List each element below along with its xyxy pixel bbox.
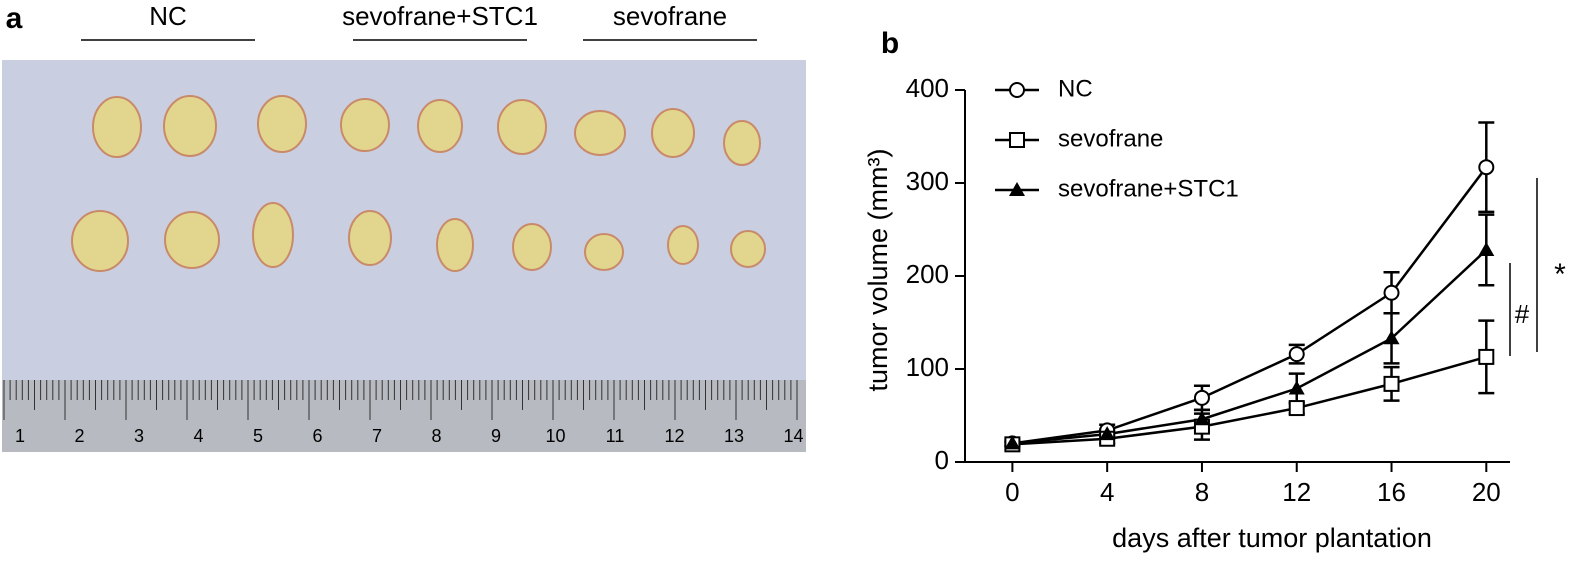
legend-marker xyxy=(1009,132,1025,148)
series-line xyxy=(1012,355,1487,446)
tumor xyxy=(497,99,547,155)
tumor xyxy=(252,202,294,268)
legend-label: sevofrane xyxy=(1058,125,1163,152)
tumor xyxy=(512,223,552,271)
ruler-label: 2 xyxy=(74,426,84,446)
series-line xyxy=(1012,166,1488,445)
marker xyxy=(1478,241,1495,256)
ruler-label: 3 xyxy=(134,426,144,446)
ruler-label: 12 xyxy=(664,426,684,446)
y-tick-label: 0 xyxy=(935,445,949,475)
marker xyxy=(1288,346,1305,363)
legend-label: sevofrane+STC1 xyxy=(1058,175,1239,202)
tumor xyxy=(574,110,626,156)
panel-label: a xyxy=(6,2,23,35)
ruler-label: 14 xyxy=(783,426,803,446)
annotation: * xyxy=(1554,258,1566,291)
x-tick-label: 4 xyxy=(1100,477,1114,507)
legend-marker xyxy=(1009,182,1025,196)
x-tick-label: 12 xyxy=(1282,477,1311,507)
marker xyxy=(1478,159,1495,176)
ruler-label: 8 xyxy=(431,426,441,446)
tumor xyxy=(667,225,699,265)
tumor xyxy=(92,96,142,158)
tumor xyxy=(651,108,695,158)
marker xyxy=(1478,348,1495,365)
tumor xyxy=(730,230,766,268)
group-label: sevofrane xyxy=(613,1,727,31)
legend-label: NC xyxy=(1058,75,1093,102)
x-tick-label: 8 xyxy=(1195,477,1209,507)
group-label: sevofrane+STC1 xyxy=(342,1,538,31)
x-tick-label: 0 xyxy=(1005,477,1019,507)
legend-marker xyxy=(1009,82,1025,98)
ruler-label: 5 xyxy=(253,426,263,446)
marker xyxy=(1383,284,1400,301)
y-tick-label: 300 xyxy=(906,166,949,196)
tumor xyxy=(348,210,392,266)
marker xyxy=(1193,389,1210,406)
ruler-label: 10 xyxy=(545,426,565,446)
marker xyxy=(1004,435,1021,450)
ruler-label: 9 xyxy=(491,426,501,446)
tumor xyxy=(436,218,474,272)
tumor xyxy=(723,120,761,166)
tumor xyxy=(584,233,624,271)
ruler-label: 11 xyxy=(606,426,625,446)
marker xyxy=(1288,400,1305,417)
marker xyxy=(1099,426,1116,441)
panel-label: b xyxy=(881,27,899,60)
marker xyxy=(1288,380,1305,395)
ruler-label: 4 xyxy=(193,426,203,446)
tumor xyxy=(164,211,220,269)
ruler-label: 1 xyxy=(15,426,25,446)
marker xyxy=(1383,330,1400,345)
tumor xyxy=(257,95,307,153)
ruler-label: 6 xyxy=(312,426,322,446)
annotation: # xyxy=(1515,299,1530,329)
tumor xyxy=(71,210,129,272)
group-label: NC xyxy=(149,1,187,31)
series-line xyxy=(1012,249,1488,445)
marker xyxy=(1383,375,1400,392)
tumor xyxy=(417,99,463,153)
y-tick-label: 100 xyxy=(906,352,949,382)
tumor xyxy=(340,98,390,152)
x-tick-label: 16 xyxy=(1377,477,1406,507)
marker xyxy=(1193,411,1210,426)
x-tick-label: 20 xyxy=(1472,477,1501,507)
tumor xyxy=(163,95,217,157)
ruler-label: 13 xyxy=(724,426,744,446)
x-axis-label: days after tumor plantation xyxy=(1112,523,1432,553)
y-axis-label: tumor volume (mm³) xyxy=(863,148,893,391)
y-tick-label: 200 xyxy=(906,259,949,289)
y-tick-label: 400 xyxy=(906,73,949,103)
ruler-label: 7 xyxy=(372,426,382,446)
ruler xyxy=(2,380,806,452)
